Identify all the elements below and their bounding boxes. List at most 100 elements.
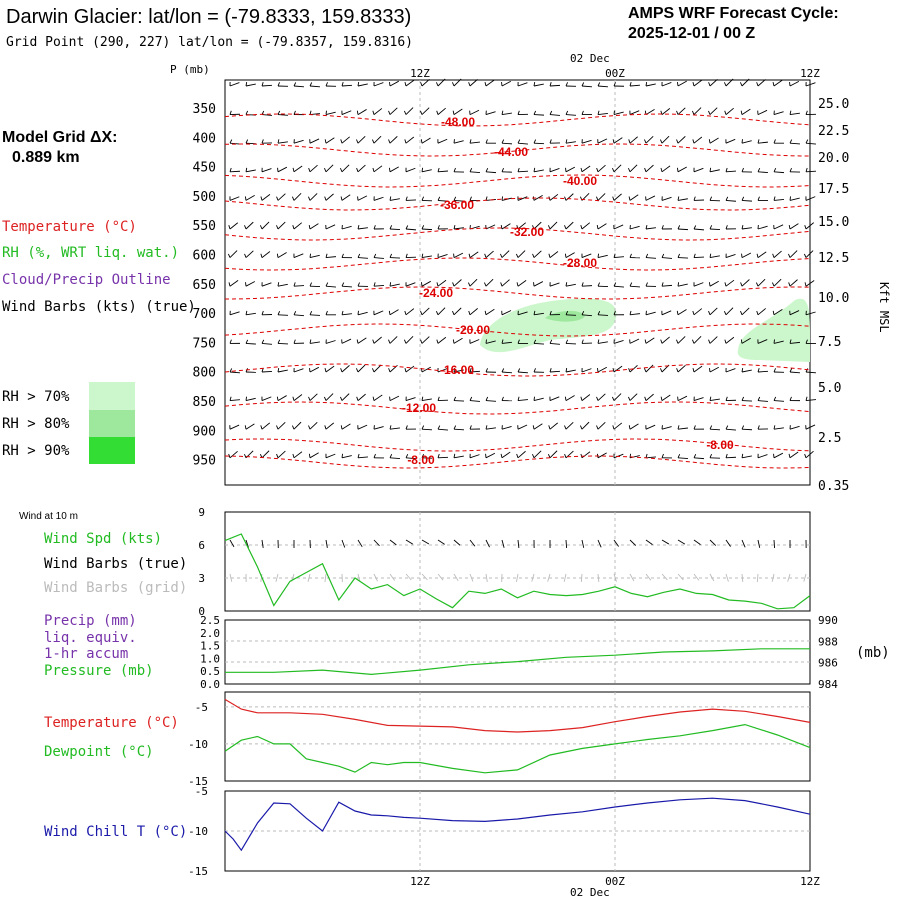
wind-barb [805,280,815,287]
wind-barb [709,107,718,115]
wind-barb-flag [741,367,744,373]
wind-barb [741,455,752,459]
wind-barb [437,307,446,316]
wind-barb-flag [421,167,424,172]
wind-barb [533,342,545,345]
wind-barb-flag [245,139,249,144]
wind-barb [389,309,399,316]
wind-barb-flag [532,425,535,430]
wind-y-tick: 3 [198,572,205,585]
wind-barb-flag [659,368,663,373]
pressure-y-tick: 984 [818,678,838,691]
wind-barb-flag [500,282,503,287]
wind10m-barb [341,539,346,548]
wind-barb-flag [676,139,679,144]
wind-barb [581,253,592,259]
wind10m-grid-barb [389,573,396,581]
wind-barb [789,80,800,87]
wind-barb [773,278,782,287]
wind-barb-flag [789,196,791,201]
wind-barb [357,257,369,259]
wind-barb-flag [677,425,680,430]
wind10m-barb [693,539,701,545]
wind-barb [709,366,719,373]
wind10m-grid-barb [709,573,715,582]
wind10m-grid-barb [580,573,583,583]
rh80-label: RH > 80% [2,416,70,432]
wind-barb [581,85,593,88]
wind-barb-flag [740,282,743,287]
wind-barb [501,80,512,87]
wind10m-barb [325,539,328,548]
wind-barb-flag [452,282,455,287]
wind-barb-flag [469,168,473,172]
wind-barb-flag [309,253,311,258]
wind-barb-flag [500,453,503,458]
wind-barb-flag [484,253,487,258]
wind-barb-flag [421,253,424,258]
wind10m-grid-barb [531,573,535,582]
wind-barb [597,85,609,88]
wind-barb [533,83,544,87]
wind-barb [341,110,352,116]
wind-barb [229,250,238,258]
wind-barb-flag [533,310,536,315]
wind-barb [645,337,655,344]
pressure-y-tick: 986 [818,657,838,670]
legend-rh: RH (%, WRT liq. wat.) [2,245,179,261]
wind-barb [453,455,464,459]
wind10m-grid-barb [405,573,412,581]
wind-barb [485,278,494,287]
wind-barb [469,79,478,87]
wind-barb [757,251,767,258]
wind-barb-flag [357,81,360,87]
wind-barb-flag [548,253,551,258]
wind-barb [693,365,703,373]
wind10m-barb [677,539,686,545]
windchill-line [224,797,811,852]
wind-barb [645,364,654,373]
wind-barb [341,365,350,373]
wind-barb [309,138,320,144]
isotherm-label: -32.00 [510,225,544,239]
precip-y-tick: 0.0 [200,678,220,691]
wind-barb-flag [548,425,551,430]
wind-barb [373,336,382,344]
wind-barb [629,313,640,316]
wind-barb-flag [533,339,537,344]
wind-barb [325,393,334,401]
wind10m-grid-barb [453,573,459,582]
wind-barb [437,279,447,287]
wind-barb-flag [741,396,745,401]
wind10m-barb [245,539,249,548]
wind-barb-flag [644,368,647,373]
wind-barb [421,228,433,231]
wind10m-grid-barb [693,573,700,581]
temp-y-tick: -5 [195,701,208,714]
precip-y-ticks: 0.00.51.01.52.02.5 984 986 988 990 [200,614,838,691]
wind-barb [245,250,254,258]
wind-barb [469,251,479,258]
wind10m-grid-barb [613,573,617,582]
wind-barb [277,342,289,345]
wind-barb-flag [420,82,423,87]
wind-barb-flag [324,167,327,172]
wind10m-grid-barb [677,573,684,581]
wind-barb-flag [805,139,809,144]
wind-barb-flag [725,425,729,430]
wind-barb-flag [372,167,375,172]
windchill-frame [224,790,811,872]
wind-barb [549,221,558,230]
wind-barb [661,196,672,201]
wind-barb-flag [709,453,713,458]
pressure-tick: 950 [193,454,216,469]
wind-barb-flag [755,282,759,287]
wind-barb [597,366,608,373]
height-tick: 22.5 [818,124,849,139]
wind-barb [517,450,526,459]
wind-barb-flag [372,396,375,401]
wind-barb [277,450,286,459]
wind-barb-flag [756,310,759,315]
wind-barb [453,140,464,144]
wind-barb [677,198,688,201]
